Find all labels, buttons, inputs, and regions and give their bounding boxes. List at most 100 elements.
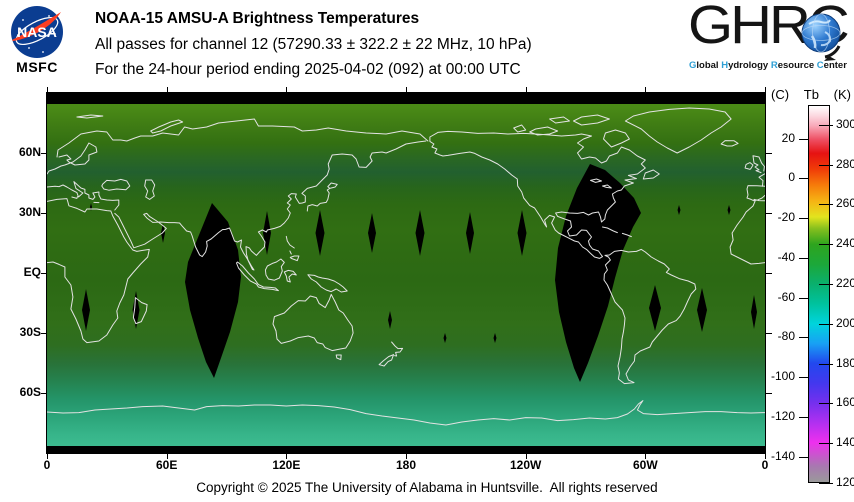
page-title: NOAA-15 AMSU-A Brightness Temperatures [95, 10, 420, 27]
lon-tick-top [286, 87, 288, 92]
lat-tick-label: 30S [19, 325, 41, 339]
lat-tick-left [41, 393, 47, 394]
orbit-gap-lens [82, 289, 90, 331]
coastline-path [378, 354, 395, 367]
lon-tick-label: 0 [43, 458, 51, 472]
coastline-path [272, 293, 354, 352]
lat-tick-left [41, 273, 47, 274]
coastline-path [47, 142, 98, 175]
lon-tick-bottom [645, 454, 647, 459]
lat-tick-label: EQ [23, 265, 41, 279]
coastline-path [47, 210, 150, 344]
coastline-path [306, 182, 338, 212]
coastline-path [47, 400, 765, 426]
coastline-path [752, 155, 765, 174]
orbit-gap-shapes [47, 93, 765, 453]
south-polar-gap [47, 446, 765, 453]
orbit-gap-lens [263, 211, 271, 255]
coastline-path [150, 119, 184, 134]
lon-tick-bottom [286, 454, 288, 459]
lon-tick-top [47, 87, 48, 92]
orbit-gap-lens [751, 295, 757, 329]
large-gap-indian-ocean [185, 203, 241, 378]
lon-tick-top [406, 87, 407, 92]
lat-tick-label: 60S [19, 385, 41, 399]
north-polar-gap [47, 93, 765, 104]
lat-tick-right [766, 153, 772, 154]
kelvin-tick-label: 220 [836, 276, 854, 291]
ghrc-tagline-segment: lobal [696, 60, 722, 71]
lat-tick-right [766, 213, 772, 214]
kelvin-tick [819, 483, 833, 484]
coastline-path [283, 269, 297, 283]
kelvin-tick [819, 403, 833, 405]
coastline-path [720, 140, 739, 147]
lon-tick-label: 0 [761, 458, 769, 472]
ghrc-tagline-segment: G [689, 60, 697, 71]
kelvin-tick [819, 124, 833, 126]
orbit-gap-lens [697, 288, 707, 332]
ghrc-tagline-segment: esource [777, 60, 817, 71]
ghrc-tagline-segment: R [770, 60, 778, 71]
orbit-gap-lens [493, 333, 497, 343]
celsius-tick-label: -100 [770, 369, 795, 384]
orbit-gap-lens [315, 210, 325, 256]
coastline-path [590, 178, 602, 183]
celsius-tick [799, 138, 808, 140]
celsius-tick-label: -120 [770, 409, 795, 424]
celsius-tick-label: -40 [777, 249, 795, 264]
kelvin-tick-label: 240 [836, 236, 854, 251]
orbit-gap-lens [368, 213, 376, 253]
ghrc-tagline-segment: ydrology [728, 60, 771, 71]
lat-tick-left [41, 333, 47, 334]
ghrc-tagline: Global Hydrology Resource Center [689, 60, 851, 71]
celsius-tick [799, 337, 808, 339]
lon-tick-bottom [765, 454, 766, 459]
kelvin-tick [819, 443, 833, 445]
coastline-path [47, 181, 120, 211]
coastline-path [429, 130, 646, 259]
orbit-gap-lens [90, 203, 92, 211]
kelvin-tick-label: 260 [836, 196, 854, 211]
celsius-tick-label: -60 [777, 289, 795, 304]
kelvin-tick [819, 363, 833, 365]
coastline-path [307, 274, 348, 293]
world-map-plot [46, 92, 766, 454]
coastline-path [76, 114, 104, 119]
lon-tick-label: 120E [272, 458, 301, 472]
subtitle-period: For the 24-hour period ending 2025-04-02… [95, 61, 521, 78]
coastline-path [549, 116, 570, 124]
celsius-tick-label: -140 [770, 448, 795, 463]
coastline-path [144, 179, 156, 200]
lon-tick-label: 180 [395, 458, 417, 472]
orbit-gap-lens [466, 212, 474, 254]
celsius-tick [799, 257, 808, 259]
ghrc-logo: G H R C Global Hydrology Resource Center [686, 0, 851, 80]
kelvin-tick [819, 323, 833, 325]
lon-tick-top [525, 87, 527, 92]
lon-tick-top [166, 87, 168, 92]
celsius-tick [799, 417, 808, 419]
coastline-path [744, 162, 754, 170]
coastline-path [114, 140, 427, 271]
coastline-path [602, 226, 618, 234]
kelvin-tick [819, 284, 833, 286]
kelvin-tick-label: 140 [836, 435, 854, 450]
coastline-path [285, 235, 295, 249]
celsius-tick [799, 178, 808, 180]
lat-tick-right [766, 393, 772, 394]
coastline-path [746, 185, 765, 202]
lat-tick-right [766, 273, 772, 274]
lat-tick-left [41, 153, 47, 154]
kelvin-tick [819, 244, 833, 246]
ghrc-tagline-segment: enter [823, 60, 847, 71]
lat-tick-label: 60N [18, 145, 41, 159]
colorbar [808, 105, 830, 483]
kelvin-tick [819, 164, 833, 166]
colorbar-label: Tb [803, 87, 819, 102]
celsius-tick-label: 20 [781, 130, 795, 145]
map-overlay [47, 93, 765, 453]
coastline-path [529, 126, 559, 136]
globe-icon [801, 13, 841, 61]
